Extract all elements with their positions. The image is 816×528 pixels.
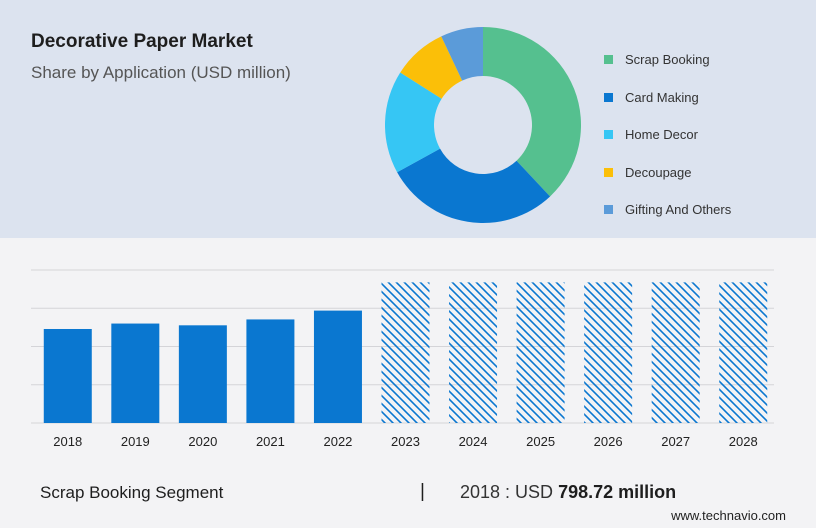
bar-2026 [584,282,633,423]
x-tick-label-2020: 2020 [188,434,217,449]
brand-url: www.technavio.com [671,508,786,523]
x-tick-label-2026: 2026 [594,434,623,449]
legend-swatch [604,205,613,215]
bar-2022 [313,310,362,423]
x-tick-label-2028: 2028 [729,434,758,449]
bar-2019 [111,323,160,423]
legend-swatch [604,92,613,102]
bar-2027 [651,282,700,423]
legend-swatch [604,55,613,65]
legend-item-card-making: Card Making [604,79,731,117]
donut-slice-home-decor [385,72,442,173]
bar-chart: 2018 2019 2020 2021 2022 2023 2024 2025 2026 2027… [31,269,774,449]
donut-legend: Scrap Booking Card Making Home Decor Decoup… [604,41,731,229]
x-tick-label-2024: 2024 [459,434,488,449]
donut-slice-scrap-booking [483,27,581,197]
bar-2028 [719,282,768,423]
legend-label: Decoupage [625,164,692,180]
page-title: Decorative Paper Market [31,31,253,52]
legend-item-decoupage: Decoupage [604,154,731,192]
page-subtitle: Share by Application (USD million) [31,63,291,82]
x-tick-label-2019: 2019 [121,434,150,449]
x-tick-label-2018: 2018 [53,434,82,449]
legend-label: Home Decor [625,127,698,143]
bar-2018 [43,328,92,423]
legend-item-scrap-booking: Scrap Booking [604,41,731,79]
x-tick-label-2025: 2025 [526,434,555,449]
donut-slice-card-making [397,148,551,223]
x-tick-label-2023: 2023 [391,434,420,449]
x-tick-label-2027: 2027 [661,434,690,449]
legend-swatch [604,130,613,140]
legend-label: Gifting And Others [625,202,732,218]
x-tick-label-2022: 2022 [323,434,352,449]
footer-separator: | [420,481,425,502]
legend-item-home-decor: Home Decor [604,116,731,154]
bar-2021 [246,319,295,423]
bar-2023 [381,282,430,423]
summary-panel: Decorative Paper Market Share by Applica… [0,0,816,238]
bar-2025 [516,282,565,423]
legend-label: Card Making [625,89,699,105]
donut-slice-decoupage [400,36,463,99]
bar-2024 [449,282,498,423]
segment-value-readout: 2018 : USD 798.72 million [460,482,676,503]
legend-label: Scrap Booking [625,52,710,68]
segment-year-prefix: 2018 : USD [460,482,559,502]
legend-swatch [604,167,613,177]
legend-item-gifting-and-others: Gifting And Others [604,191,731,229]
bar-2020 [178,325,227,423]
x-tick-label-2021: 2021 [256,434,285,449]
donut-slice-gifting-and-others [441,27,483,81]
donut-chart [385,27,581,223]
segment-label: Scrap Booking Segment [40,483,224,502]
segment-value: 798.72 million [558,482,677,502]
